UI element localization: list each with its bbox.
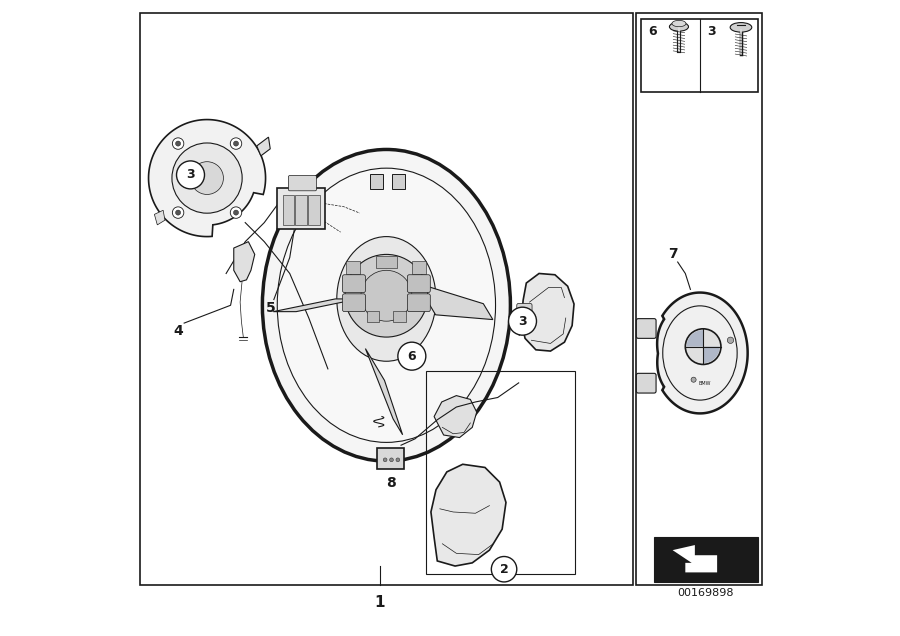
FancyBboxPatch shape — [289, 176, 317, 191]
Text: 1: 1 — [374, 595, 385, 611]
Polygon shape — [417, 283, 493, 319]
Circle shape — [508, 307, 536, 335]
Polygon shape — [365, 349, 402, 435]
Polygon shape — [148, 120, 266, 237]
Ellipse shape — [672, 20, 686, 27]
Circle shape — [176, 210, 181, 215]
Circle shape — [230, 207, 242, 218]
Polygon shape — [274, 299, 358, 312]
Text: 2: 2 — [500, 563, 508, 576]
Circle shape — [172, 143, 242, 213]
FancyBboxPatch shape — [343, 294, 365, 312]
Polygon shape — [155, 211, 165, 225]
Text: 5: 5 — [266, 301, 275, 315]
Bar — [426, 371, 575, 574]
Circle shape — [383, 458, 387, 462]
Text: 6: 6 — [408, 350, 416, 363]
FancyBboxPatch shape — [343, 275, 365, 293]
FancyBboxPatch shape — [376, 256, 397, 268]
Polygon shape — [672, 545, 717, 572]
Ellipse shape — [730, 22, 752, 32]
Polygon shape — [521, 273, 574, 351]
Bar — [641, 19, 759, 92]
Ellipse shape — [670, 22, 688, 31]
Circle shape — [173, 138, 184, 149]
FancyBboxPatch shape — [283, 195, 294, 225]
Circle shape — [361, 270, 412, 321]
FancyBboxPatch shape — [277, 188, 325, 229]
Text: 6: 6 — [648, 25, 657, 38]
Text: 8: 8 — [387, 476, 396, 490]
Circle shape — [345, 254, 427, 337]
Text: 3: 3 — [518, 315, 526, 328]
FancyBboxPatch shape — [346, 261, 360, 274]
FancyBboxPatch shape — [366, 311, 380, 322]
Circle shape — [398, 342, 426, 370]
Circle shape — [176, 161, 204, 189]
Circle shape — [727, 337, 734, 343]
FancyBboxPatch shape — [636, 373, 656, 393]
Text: BMW: BMW — [698, 381, 711, 386]
Ellipse shape — [337, 237, 436, 361]
Circle shape — [173, 207, 184, 218]
FancyBboxPatch shape — [412, 261, 427, 274]
Ellipse shape — [277, 168, 496, 443]
Circle shape — [691, 377, 696, 382]
FancyBboxPatch shape — [517, 303, 532, 323]
Circle shape — [396, 458, 400, 462]
Ellipse shape — [263, 149, 510, 461]
FancyBboxPatch shape — [393, 311, 406, 322]
Polygon shape — [234, 242, 255, 282]
FancyBboxPatch shape — [636, 319, 656, 338]
FancyBboxPatch shape — [370, 174, 382, 189]
Text: 3: 3 — [706, 25, 716, 38]
FancyBboxPatch shape — [408, 275, 430, 293]
FancyBboxPatch shape — [295, 195, 307, 225]
FancyBboxPatch shape — [392, 174, 405, 189]
Text: 3: 3 — [186, 169, 194, 181]
Bar — [636, 13, 762, 585]
Circle shape — [390, 458, 393, 462]
Wedge shape — [687, 330, 703, 347]
Circle shape — [491, 556, 517, 582]
FancyBboxPatch shape — [408, 294, 430, 312]
Polygon shape — [434, 396, 477, 438]
Circle shape — [191, 162, 223, 195]
Wedge shape — [703, 347, 720, 363]
Text: 00169898: 00169898 — [678, 588, 734, 598]
Polygon shape — [657, 293, 748, 413]
Polygon shape — [256, 137, 270, 156]
Circle shape — [685, 329, 721, 364]
Circle shape — [230, 138, 242, 149]
Bar — [653, 537, 759, 582]
FancyBboxPatch shape — [308, 195, 320, 225]
Circle shape — [233, 210, 238, 215]
FancyBboxPatch shape — [377, 448, 404, 469]
Polygon shape — [431, 464, 506, 566]
Circle shape — [233, 141, 238, 146]
Text: 7: 7 — [668, 247, 678, 261]
Text: 4: 4 — [173, 324, 183, 338]
Bar — [140, 13, 633, 585]
Circle shape — [176, 141, 181, 146]
